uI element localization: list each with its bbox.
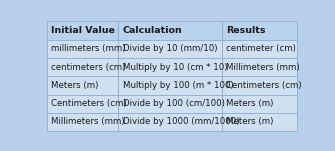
Text: Millimeters (mm): Millimeters (mm): [226, 63, 300, 72]
Bar: [222, 58, 297, 76]
Text: centimeter (cm): centimeter (cm): [226, 44, 296, 53]
Text: Calculation: Calculation: [123, 26, 182, 35]
Text: Divide by 1000 (mm/1000): Divide by 1000 (mm/1000): [123, 117, 239, 127]
Bar: [47, 58, 118, 76]
Bar: [222, 76, 297, 95]
Text: Initial Value: Initial Value: [51, 26, 115, 35]
Bar: [222, 40, 297, 58]
Text: Results: Results: [226, 26, 266, 35]
Text: Divide by 100 (cm/100): Divide by 100 (cm/100): [123, 99, 224, 108]
Text: Divide by 10 (mm/10): Divide by 10 (mm/10): [123, 44, 217, 53]
Text: Multiply by 10 (cm * 10): Multiply by 10 (cm * 10): [123, 63, 227, 72]
Bar: [118, 58, 222, 76]
Bar: [47, 21, 118, 40]
Text: Centimeters (cm): Centimeters (cm): [51, 99, 127, 108]
Text: Meters (m): Meters (m): [51, 81, 98, 90]
Bar: [222, 95, 297, 113]
Bar: [222, 21, 297, 40]
Bar: [47, 95, 118, 113]
Text: Meters (m): Meters (m): [226, 99, 274, 108]
Text: Millimeters (mm): Millimeters (mm): [51, 117, 125, 127]
Text: centimeters (cm): centimeters (cm): [51, 63, 126, 72]
Text: millimeters (mm): millimeters (mm): [51, 44, 126, 53]
Bar: [222, 113, 297, 131]
Bar: [118, 76, 222, 95]
Text: Multiply by 100 (m * 100): Multiply by 100 (m * 100): [123, 81, 233, 90]
Bar: [47, 76, 118, 95]
Bar: [118, 95, 222, 113]
Bar: [47, 40, 118, 58]
Bar: [47, 113, 118, 131]
Bar: [118, 40, 222, 58]
Text: Meters (m): Meters (m): [226, 117, 274, 127]
Bar: [118, 21, 222, 40]
Bar: [118, 113, 222, 131]
Text: Centimeters (cm): Centimeters (cm): [226, 81, 302, 90]
